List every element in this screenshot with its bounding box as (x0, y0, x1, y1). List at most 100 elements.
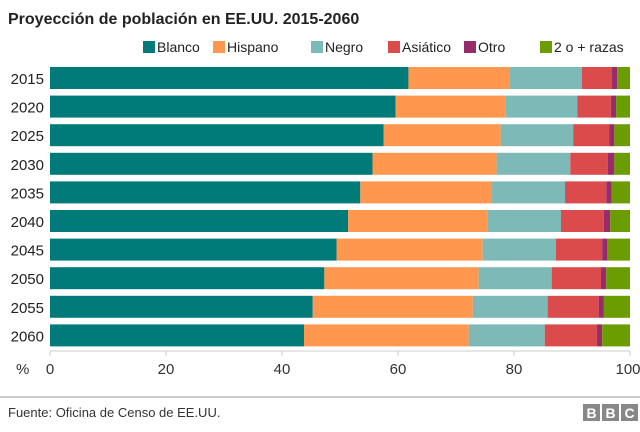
bar-segment-2050-3 (551, 267, 601, 290)
bar-segment-2015-0 (50, 67, 409, 89)
y-axis-labels: 2015 2020 2025 2030 2035 2040 2045 2050 2055 2060 (11, 71, 44, 345)
legend-label: Otro (478, 39, 505, 55)
bar-segment-2050-2 (478, 267, 552, 290)
bar-segment-2015-4 (612, 67, 618, 89)
bar-segment-2020-5 (616, 95, 630, 118)
bar-segment-2045-2 (482, 238, 556, 261)
bar-segment-2030-1 (372, 152, 497, 175)
y-tick-label: 2040 (11, 214, 44, 231)
legend: Blanco Hispano Negro Asiático Otro 2 o + raza… (143, 39, 624, 55)
bar-segment-2045-4 (602, 238, 608, 261)
bar-segment-2030-5 (614, 152, 630, 175)
bar-segment-2035-3 (565, 181, 607, 204)
bar-segment-2050-5 (606, 267, 630, 290)
bar-segment-2025-4 (609, 124, 615, 147)
svg-text:B: B (586, 405, 596, 421)
bar-segment-2030-4 (607, 152, 615, 175)
legend-swatch (143, 41, 155, 53)
source-note: Fuente: Oficina de Censo de EE.UU. (8, 405, 220, 420)
bar-segment-2050-0 (50, 267, 325, 290)
bar-segment-2050-4 (601, 267, 607, 290)
bar-segment-2040-2 (487, 210, 561, 232)
bar-segment-2035-0 (50, 181, 361, 204)
bar-segment-2020-4 (610, 95, 617, 118)
x-tick-label: 20 (158, 361, 175, 378)
bar-segment-2030-2 (496, 152, 571, 175)
bar-segment-2040-1 (348, 210, 488, 232)
bar-segment-2015-1 (408, 67, 510, 89)
bar-segment-2035-4 (606, 181, 612, 204)
svg-text:B: B (605, 405, 615, 421)
bar-segment-2055-3 (547, 295, 599, 318)
legend-label: Hispano (227, 39, 279, 55)
x-axis-ticks: 0 20 40 60 80 100 (46, 351, 640, 378)
bar-segment-2040-5 (610, 210, 630, 232)
legend-swatch (464, 41, 476, 53)
y-tick-label: 2015 (11, 71, 44, 88)
bar-segment-2045-1 (336, 238, 483, 261)
bar-segment-2060-0 (50, 324, 305, 347)
y-tick-label: 2045 (11, 243, 44, 260)
legend-swatch (540, 41, 552, 53)
bar-segment-2035-2 (491, 181, 566, 204)
bar-segment-2040-4 (603, 210, 611, 232)
bar-segment-2060-2 (468, 324, 545, 347)
y-tick-label: 2060 (11, 328, 44, 345)
x-tick-label: 60 (390, 361, 407, 378)
bar-segment-2035-5 (611, 181, 630, 204)
bar-segment-2055-4 (598, 295, 604, 318)
y-tick-label: 2025 (11, 128, 44, 145)
y-tick-label: 2050 (11, 271, 44, 288)
bar-segment-2060-3 (544, 324, 597, 347)
bar-segment-2015-3 (581, 67, 613, 89)
bar-segment-2015-2 (509, 67, 582, 89)
legend-label: 2 o + razas (554, 39, 624, 55)
bar-segment-2015-5 (617, 67, 630, 89)
bar-segment-2040-0 (50, 210, 349, 232)
legend-swatch (311, 41, 323, 53)
x-tick-label: 0 (46, 361, 54, 378)
bar-segment-2025-2 (500, 124, 574, 147)
bar-segment-2020-1 (395, 95, 506, 118)
svg-text:C: C (624, 405, 634, 421)
x-tick-label: 100 (615, 361, 640, 378)
bar-segment-2055-0 (50, 295, 313, 318)
bar-segment-2020-3 (577, 95, 611, 118)
bar-segment-2025-5 (614, 124, 630, 147)
bar-segment-2025-0 (50, 124, 384, 147)
legend-label: Asiático (402, 39, 451, 55)
bbc-logo: B B C (583, 404, 638, 421)
x-tick-label: 80 (506, 361, 523, 378)
bar-segment-2045-3 (555, 238, 603, 261)
bar-segment-2030-0 (50, 152, 373, 175)
bar-segment-2060-5 (602, 324, 630, 347)
bar-segment-2020-0 (50, 95, 396, 118)
legend-label: Negro (325, 39, 363, 55)
legend-swatch (213, 41, 225, 53)
bar-segment-2060-4 (596, 324, 603, 347)
y-tick-label: 2055 (11, 300, 44, 317)
bar-segment-2025-3 (573, 124, 610, 147)
bars (50, 67, 630, 347)
bar-segment-2055-5 (603, 295, 630, 318)
bar-segment-2045-0 (50, 238, 337, 261)
bar-segment-2060-1 (304, 324, 469, 347)
legend-swatch (388, 41, 400, 53)
bar-segment-2025-1 (383, 124, 501, 147)
chart-title: Proyección de población en EE.UU. 2015-2… (8, 11, 359, 28)
bar-segment-2055-2 (472, 295, 548, 318)
bar-segment-2020-2 (505, 95, 578, 118)
y-tick-label: 2020 (11, 100, 44, 117)
bar-segment-2050-1 (324, 267, 479, 290)
x-tick-label: 40 (274, 361, 291, 378)
x-axis-label: % (16, 361, 29, 378)
y-tick-label: 2030 (11, 157, 44, 174)
bar-segment-2055-1 (312, 295, 473, 318)
y-tick-label: 2035 (11, 185, 44, 202)
bar-segment-2035-1 (360, 181, 492, 204)
legend-label: Blanco (157, 39, 200, 55)
bar-segment-2040-3 (560, 210, 604, 232)
bar-segment-2045-5 (607, 238, 630, 261)
bar-segment-2030-3 (570, 152, 608, 175)
